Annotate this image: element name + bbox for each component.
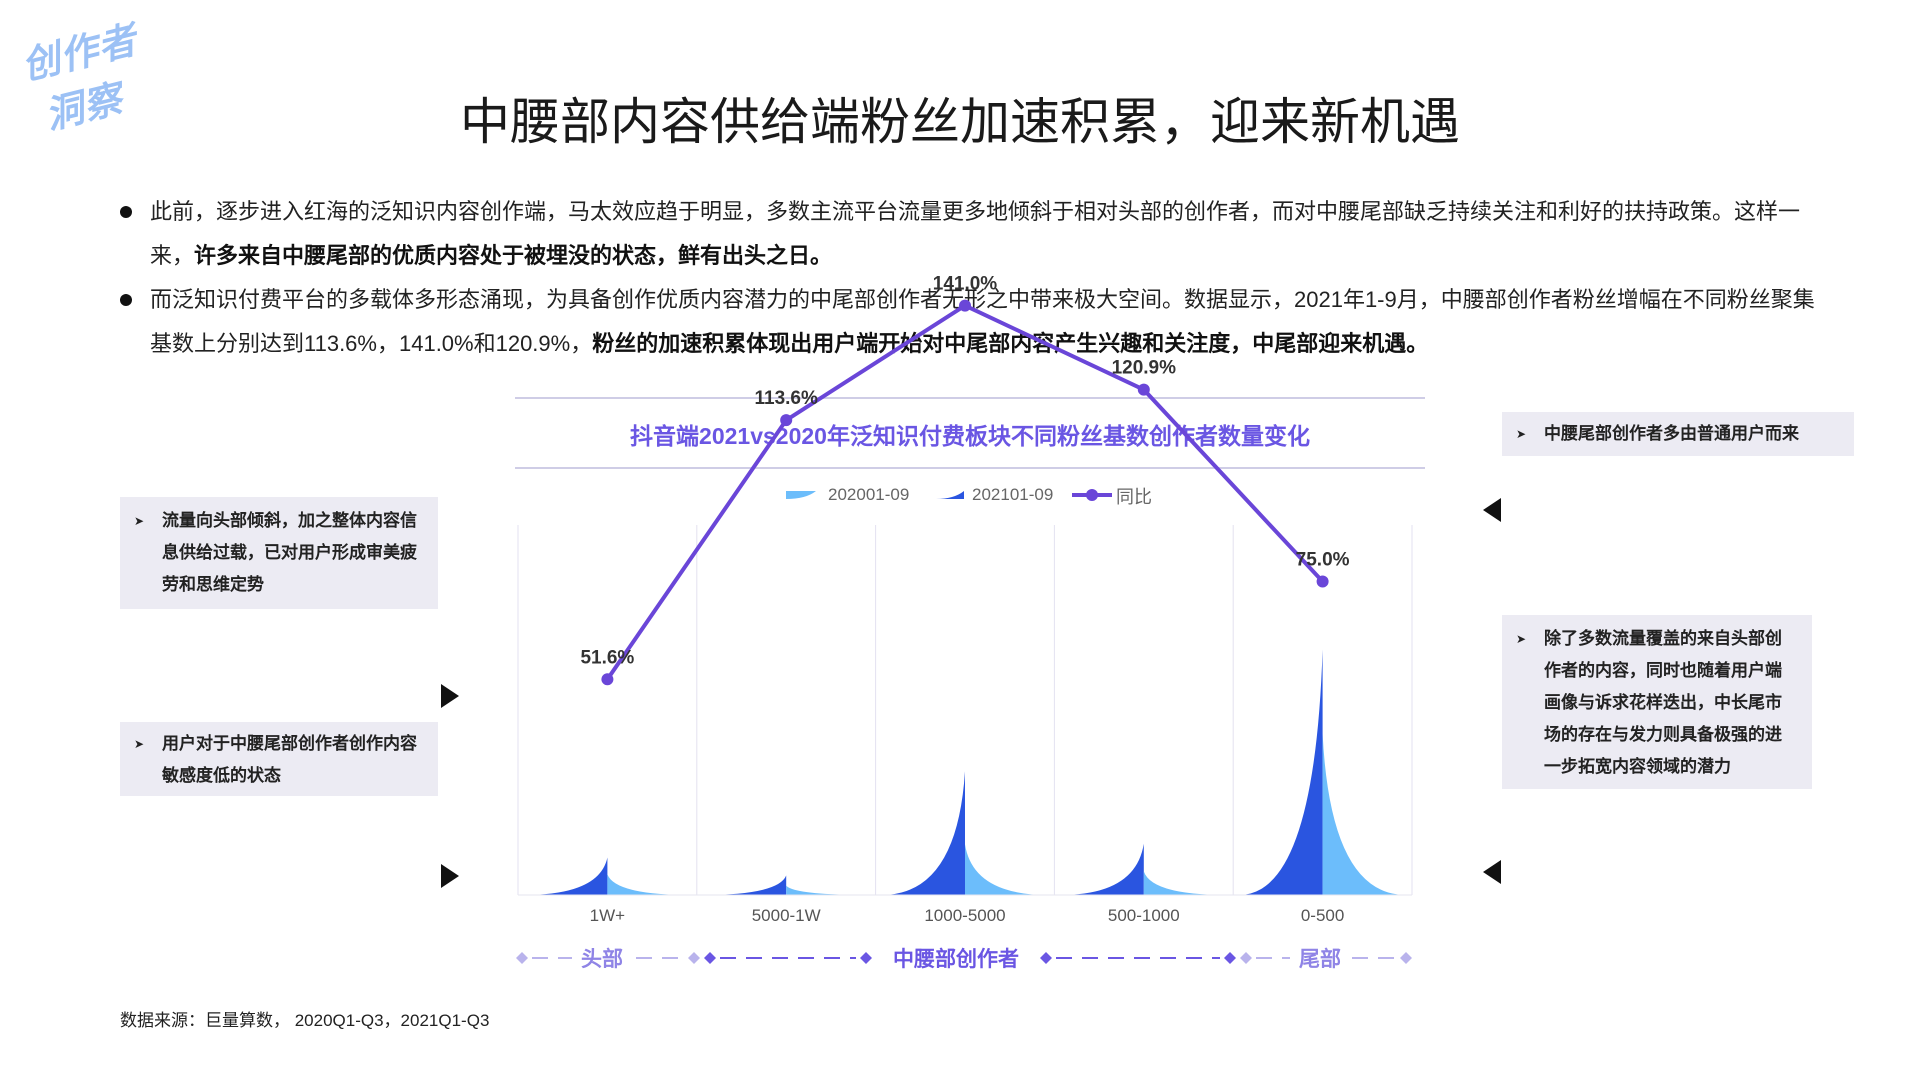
x-axis-ticks: 1W+ 5000-1W 1000-5000 500-1000 0-500 <box>590 906 1345 925</box>
bullet-dot <box>120 294 132 306</box>
segment-label-head: 头部 <box>581 947 623 971</box>
chart-title: 抖音端2021vs2020年泛知识付费板块不同粉丝基数创作者数量变化 <box>630 423 1310 449</box>
page-title: 中腰部内容供给端粉丝加速积累，迎来新机遇 <box>460 93 1460 151</box>
yoy-point <box>959 299 971 312</box>
note-text: 除了多数流量覆盖的来自头部创作者的内容，同时也随着用户端画像与诉求花样迭出，中长… <box>1544 629 1782 776</box>
arrow-bullet-icon: ➤ <box>134 737 145 751</box>
segment-diamond <box>1224 952 1236 964</box>
segment-diamond <box>1240 952 1252 964</box>
bar-2021 <box>881 771 965 895</box>
arrow-right-icon <box>441 684 459 708</box>
note-left-1: ➤ 流量向头部倾斜，加之整体内容信息供给过载，已对用户形成审美疲劳和思维定势 <box>120 497 438 609</box>
arrow-bullet-icon: ➤ <box>1516 427 1527 441</box>
note-left-2: ➤ 用户对于中腰尾部创作者创作内容敏感度低的状态 <box>120 722 438 796</box>
yoy-line <box>605 303 1325 681</box>
yoy-data-label: 113.6% <box>754 388 817 409</box>
arrow-bullet-icon: ➤ <box>1516 632 1527 646</box>
bar-2020 <box>786 885 870 895</box>
x-tick-label: 5000-1W <box>752 906 821 925</box>
chart-legend: 202001-09 202101-09 同比 <box>786 485 1152 507</box>
note-text: 用户对于中腰尾部创作者创作内容敏感度低的状态 <box>162 734 417 785</box>
yoy-point <box>1316 575 1329 588</box>
x-tick-label: 1W+ <box>590 906 626 925</box>
bullet-list: 此前，逐步进入红海的泛知识内容创作端，马太效应趋于明显，多数主流平台流量更多地倾… <box>118 190 1828 366</box>
arrow-left-icon <box>1483 498 1501 522</box>
bar-2020 <box>1143 871 1228 895</box>
bullet-text: 而泛知识付费平台的多载体多形态涌现，为具备创作优质内容潜力的中尾部创作者无形之中… <box>150 287 1815 356</box>
arrow-bullet-icon: ➤ <box>134 514 145 528</box>
bar-2021 <box>1060 843 1144 895</box>
bullet-item: 而泛知识付费平台的多载体多形态涌现，为具备创作优质内容潜力的中尾部创作者无形之中… <box>118 278 1828 366</box>
segment-diamond <box>704 952 716 964</box>
legend-swatch-2021 <box>936 491 964 499</box>
bullet-item: 此前，逐步进入红海的泛知识内容创作端，马太效应趋于明显，多数主流平台流量更多地倾… <box>118 190 1828 278</box>
yoy-data-label: 51.6% <box>580 647 634 668</box>
x-tick-label: 500-1000 <box>1108 906 1180 925</box>
x-tick-label: 1000-5000 <box>924 906 1005 925</box>
yoy-line-series: 51.6% 113.6% 141.0% 120.9% 75.0% <box>580 274 1350 686</box>
legend-label-yoy: 同比 <box>1116 487 1152 507</box>
yoy-point <box>1137 383 1150 396</box>
legend-marker-yoy <box>1086 489 1098 501</box>
yoy-data-label: 141.0% <box>933 274 998 295</box>
bullet-text: 此前，逐步进入红海的泛知识内容创作端，马太效应趋于明显，多数主流平台流量更多地倾… <box>150 199 1801 268</box>
note-top-right: ➤ 中腰尾部创作者多由普通用户而来 <box>1502 412 1854 456</box>
segment-bar: 头部 中腰部创作者 尾部 <box>516 947 1412 971</box>
x-tick-label: 0-500 <box>1301 906 1344 925</box>
bullet-bold-text: 许多来自中腰尾部的优质内容处于被埋没的状态，鲜有出头之日。 <box>194 243 833 268</box>
yoy-point <box>780 414 793 427</box>
note-right-2: ➤ 除了多数流量覆盖的来自头部创作者的内容，同时也随着用户端画像与诉求花样迭出，… <box>1502 615 1812 789</box>
segment-diamond <box>860 952 872 964</box>
bar-2020 <box>1322 733 1406 895</box>
yoy-data-label: 75.0% <box>1296 550 1350 571</box>
segment-label-tail: 尾部 <box>1299 947 1341 971</box>
chart-bars <box>524 649 1406 895</box>
bar-2021 <box>702 875 787 895</box>
bar-2021 <box>524 857 608 895</box>
bullet-bold-text: 粉丝的加速积累体现出用户端开始对中尾部内容产生兴趣和关注度，中尾部迎来机遇。 <box>592 331 1429 356</box>
note-text: 流量向头部倾斜，加之整体内容信息供给过载，已对用户形成审美疲劳和思维定势 <box>162 511 417 594</box>
chart-gridlines <box>517 525 1413 895</box>
yoy-point <box>601 673 614 686</box>
bullet-dot <box>120 206 132 218</box>
arrow-right-icon <box>441 864 459 888</box>
segment-diamond <box>1400 952 1412 964</box>
legend-label-2021: 202101-09 <box>972 485 1053 504</box>
bar-2021 <box>1239 649 1323 895</box>
legend-label-2020: 202001-09 <box>828 485 909 504</box>
yoy-data-label: 120.9% <box>1112 358 1177 379</box>
note-text: 中腰尾部创作者多由普通用户而来 <box>1544 424 1799 443</box>
arrow-left-icon <box>1483 860 1501 884</box>
segment-diamond <box>1040 952 1052 964</box>
data-source: 数据来源：巨量算数， 2020Q1-Q3，2021Q1-Q3 <box>120 1011 490 1030</box>
segment-diamond <box>516 952 528 964</box>
segment-diamond <box>688 952 700 964</box>
legend-swatch-2020 <box>786 491 816 499</box>
bar-2020 <box>965 844 1049 895</box>
bar-2020 <box>607 874 691 895</box>
segment-label-mid: 中腰部创作者 <box>893 947 1019 971</box>
